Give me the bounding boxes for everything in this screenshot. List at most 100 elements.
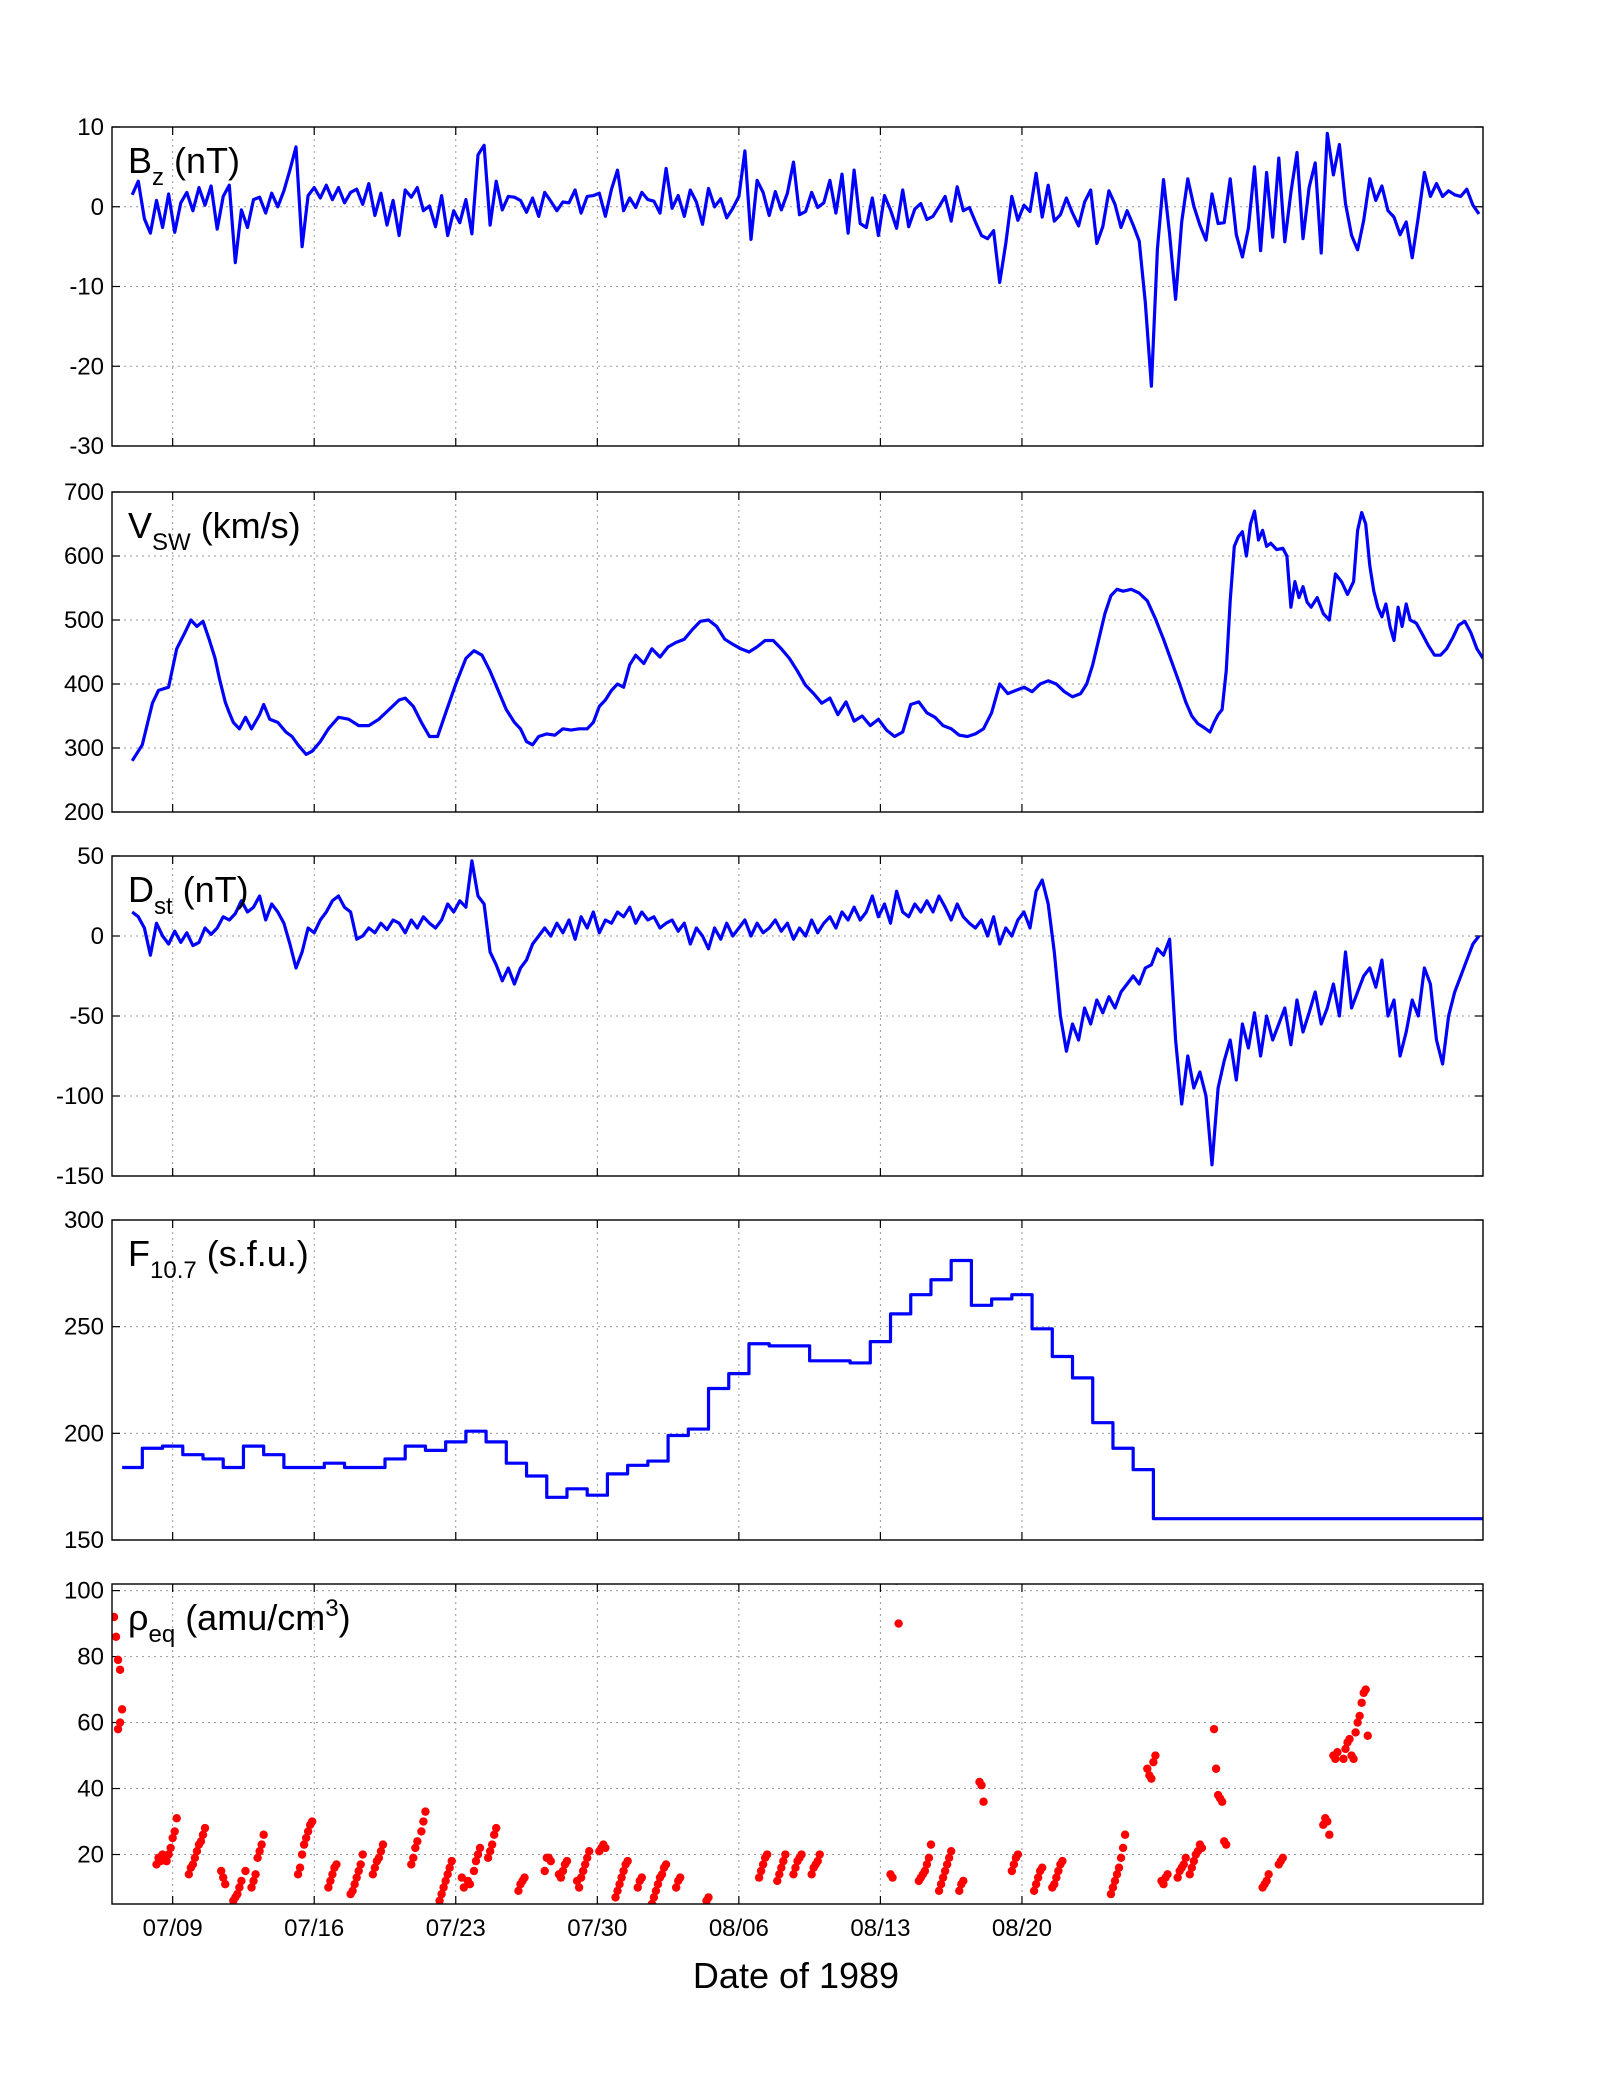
x-tick-label: 07/23: [426, 1915, 486, 1942]
data-point: [1211, 1764, 1221, 1773]
data-point: [946, 1847, 956, 1856]
data-point: [762, 1850, 772, 1859]
data-point: [483, 1853, 493, 1863]
y-tick-label: 200: [64, 1420, 104, 1447]
data-point: [1031, 1880, 1041, 1889]
y-tick-label: 250: [64, 1314, 104, 1341]
data-point: [649, 1893, 659, 1902]
x-tick-label: 08/13: [850, 1915, 910, 1942]
panel-label-sub: 10.7: [150, 1257, 197, 1284]
data-point: [926, 1840, 936, 1849]
data-point: [257, 1840, 266, 1849]
panel-label: Dst (nT): [128, 869, 249, 920]
data-point: [1179, 1860, 1188, 1869]
data-point: [601, 1843, 610, 1853]
y-tick-label: 300: [64, 1207, 104, 1234]
data-point: [237, 1876, 246, 1886]
data-point: [439, 1883, 448, 1892]
axes-frame: [111, 491, 1484, 813]
data-point: [775, 1870, 784, 1879]
data-point: [489, 1830, 499, 1839]
data-point: [813, 1856, 822, 1866]
data-point: [779, 1856, 788, 1866]
data-point: [1197, 1843, 1207, 1853]
panel-label-sub: SW: [152, 529, 191, 556]
data-point: [221, 1880, 230, 1889]
data-point: [492, 1823, 501, 1833]
y-tick-label: -50: [69, 1003, 104, 1030]
data-point: [944, 1853, 954, 1863]
data-point: [556, 1873, 566, 1882]
data-point: [303, 1827, 313, 1836]
data-point: [574, 1883, 584, 1892]
data-point: [1181, 1853, 1190, 1863]
x-tick-label: 07/30: [567, 1915, 627, 1942]
y-tick-label: 20: [77, 1842, 104, 1869]
panel-label-units: (km/s): [191, 505, 301, 546]
data-point: [789, 1870, 798, 1879]
data-point: [546, 1856, 556, 1866]
data-point: [1013, 1850, 1023, 1859]
data-point: [445, 1863, 454, 1872]
data-point: [514, 1886, 523, 1896]
data-point: [233, 1889, 242, 1899]
data-point: [1189, 1856, 1199, 1866]
data-point: [411, 1843, 420, 1853]
data-point: [653, 1880, 663, 1889]
data-point: [417, 1827, 426, 1836]
y-tick-label: 0: [91, 194, 104, 221]
y-tick-label: -150: [56, 1163, 104, 1190]
data-point: [797, 1850, 806, 1859]
data-point: [1029, 1886, 1039, 1896]
data-point: [558, 1866, 568, 1876]
data-point: [623, 1856, 632, 1866]
data-point: [1173, 1873, 1182, 1882]
panel-label-main: F: [128, 1233, 150, 1274]
data-point: [657, 1870, 667, 1879]
data-point: [190, 1853, 200, 1863]
data-point: [352, 1873, 361, 1882]
data-point: [1278, 1853, 1288, 1863]
data-point: [938, 1873, 948, 1882]
data-point: [758, 1860, 768, 1869]
data-point: [192, 1847, 202, 1856]
grid: [112, 856, 1483, 1176]
data-point: [301, 1833, 311, 1843]
data-point: [1353, 1718, 1362, 1727]
y-tick-label: 0: [91, 923, 104, 950]
panel-label-sub: eq: [148, 1621, 175, 1648]
data-point: [815, 1850, 824, 1859]
panel-1: -30 -20 -10 0 10 Bz (nT): [69, 114, 1484, 460]
data-point: [358, 1850, 367, 1859]
series-line: [122, 1258, 1483, 1521]
data-point: [1187, 1863, 1197, 1872]
x-tick-label: 08/06: [709, 1915, 769, 1942]
data-point: [378, 1840, 388, 1849]
data-point: [894, 1619, 903, 1628]
data-point: [200, 1823, 210, 1833]
data-point: [562, 1856, 572, 1866]
data-point: [1221, 1840, 1231, 1849]
data-point: [112, 1612, 119, 1622]
axes-frame: [111, 855, 1484, 1177]
data-point: [1110, 1876, 1120, 1886]
data-point: [354, 1866, 363, 1876]
series-line: [130, 509, 1483, 762]
data-point: [409, 1853, 418, 1863]
y-tick-label: -10: [69, 274, 104, 301]
data-point: [487, 1840, 497, 1849]
data-point: [977, 1781, 986, 1790]
y-tick-label: 400: [64, 671, 104, 698]
y-tick-label: 500: [64, 607, 104, 634]
data-point: [1149, 1757, 1158, 1767]
data-point: [475, 1843, 485, 1853]
data-point: [419, 1817, 428, 1826]
data-point: [350, 1880, 359, 1889]
x-tick-labels: 07/09 07/16 07/23 07/30 08/06 08/13 08/20: [143, 1915, 1052, 1942]
data-point: [299, 1840, 309, 1849]
data-point: [443, 1870, 452, 1879]
data-point: [1339, 1754, 1348, 1764]
data-point: [473, 1850, 483, 1859]
data-point: [1264, 1870, 1273, 1879]
